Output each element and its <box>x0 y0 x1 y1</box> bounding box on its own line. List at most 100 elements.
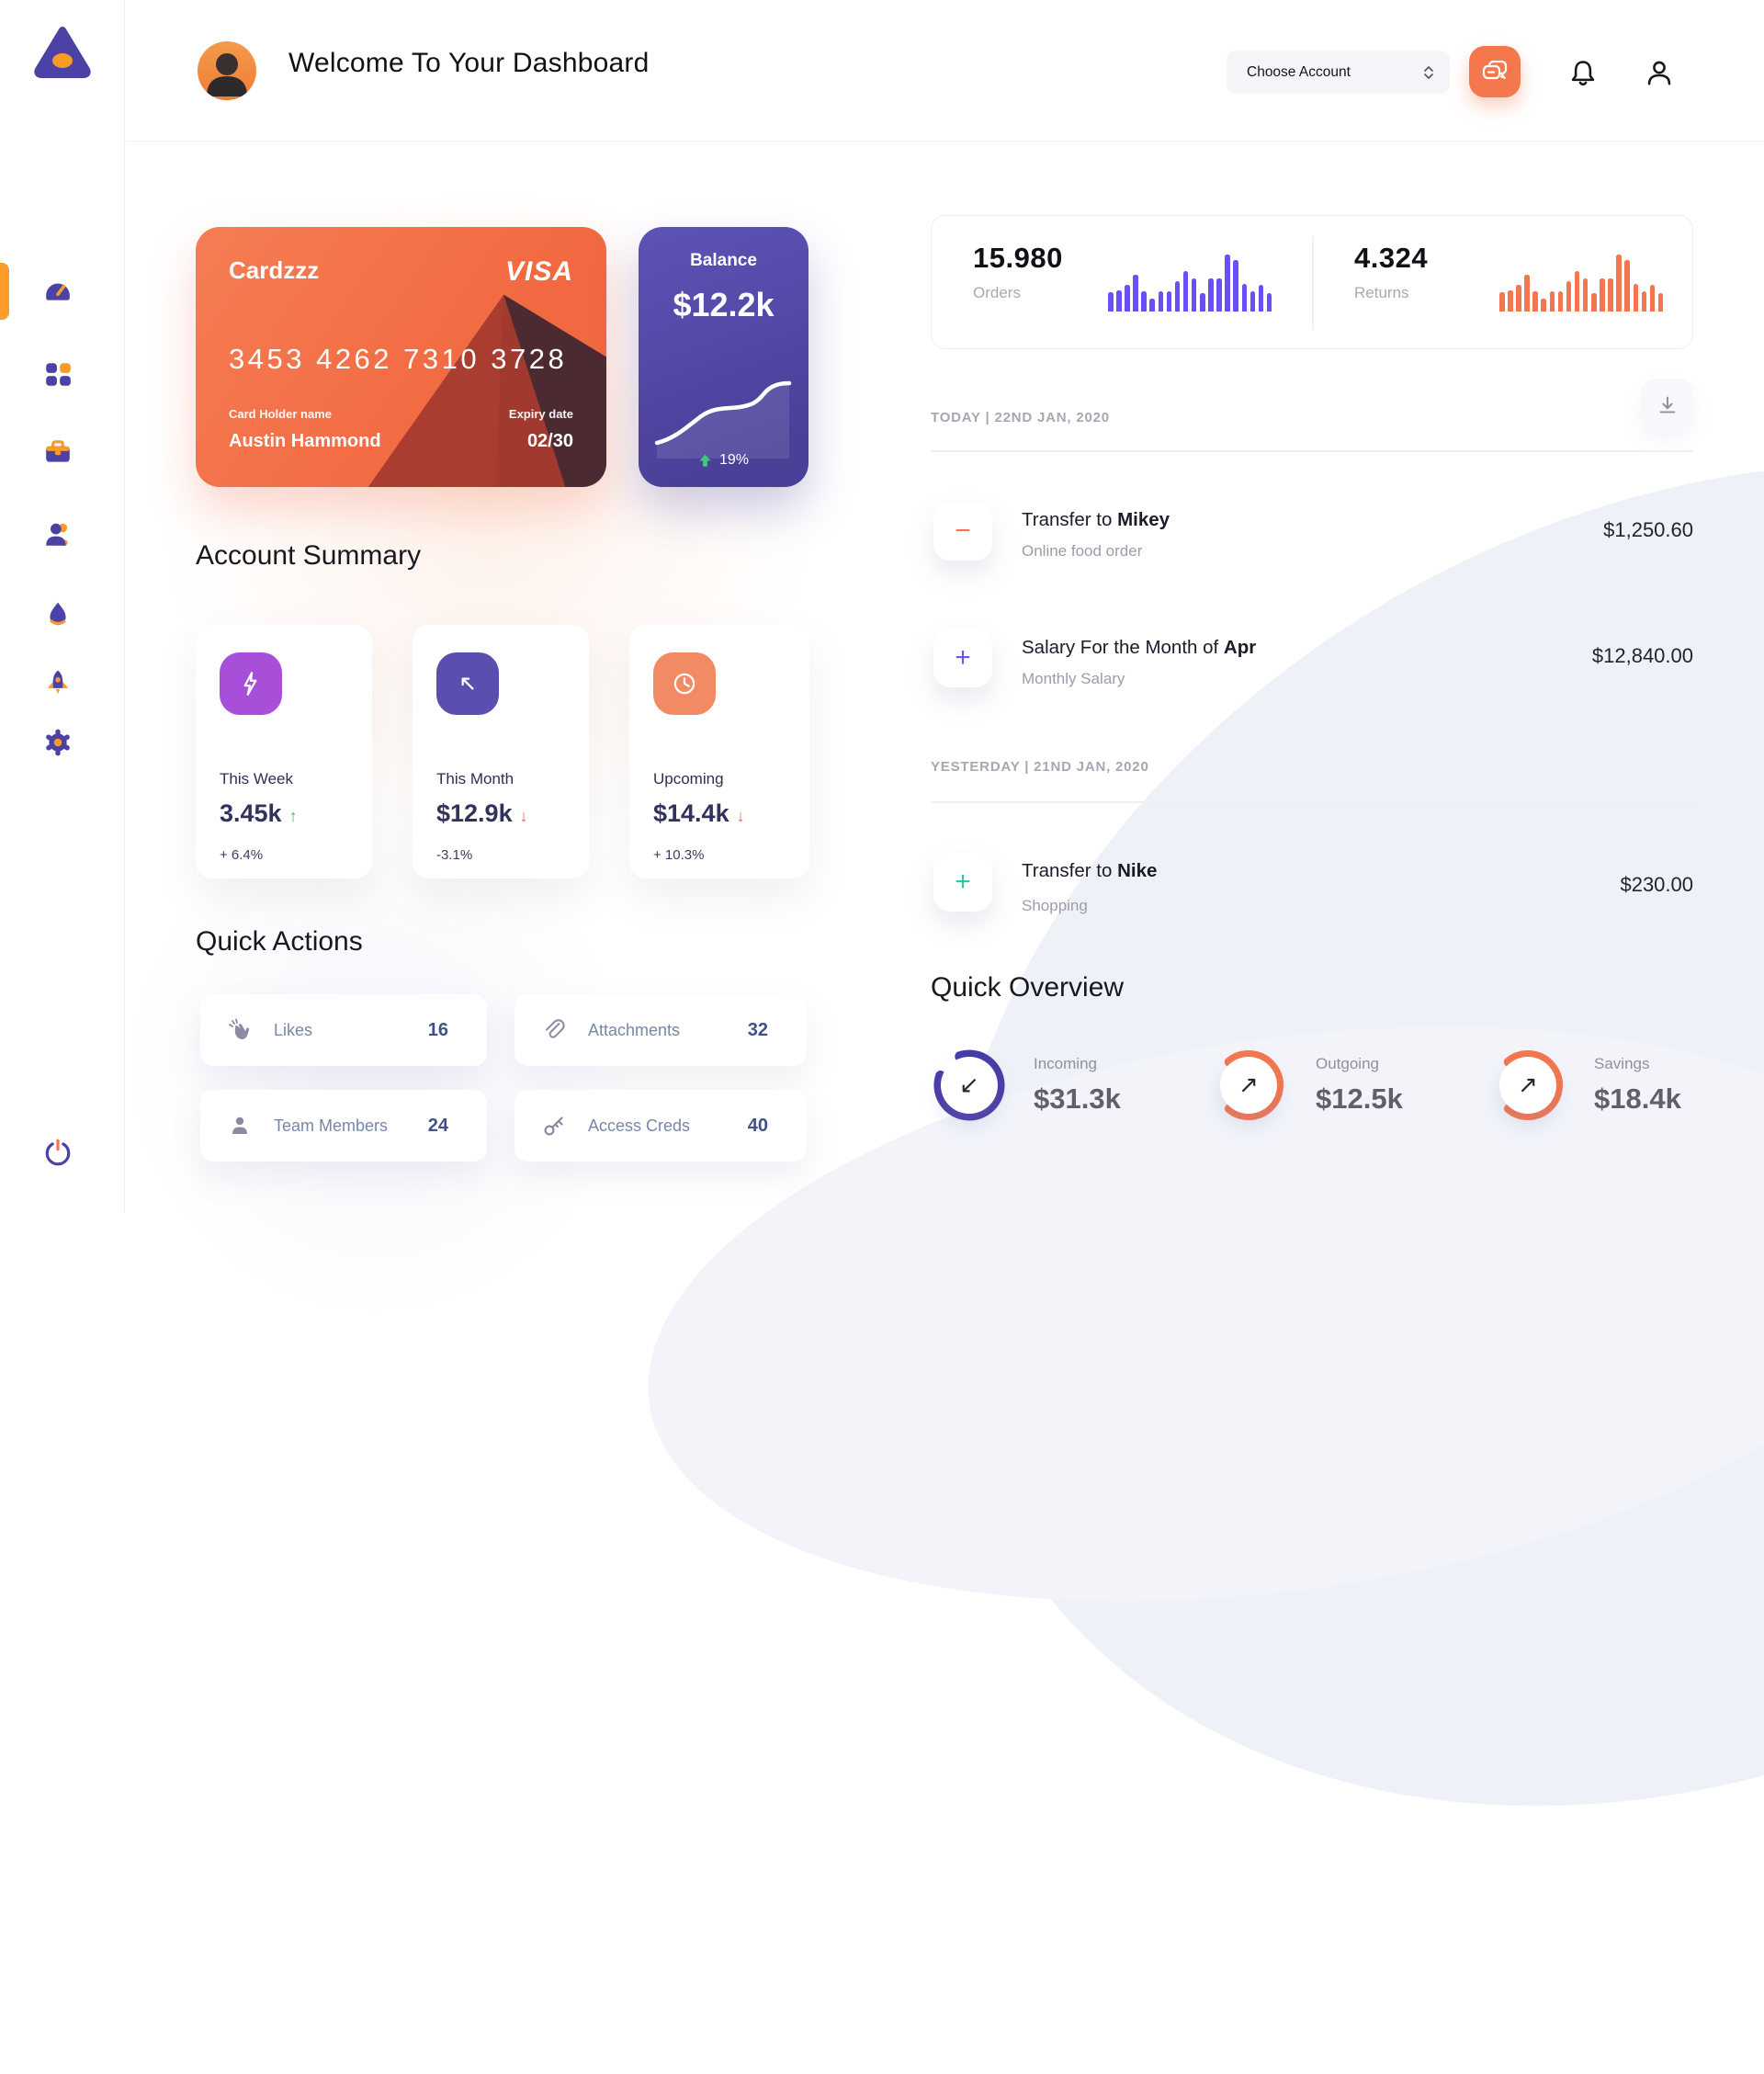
transaction-title[interactable]: Salary For the Month of Apr <box>1022 637 1257 658</box>
transactions-group-header-today: TODAY | 22ND JAN, 2020 <box>931 410 1110 425</box>
transaction-subtitle: Online food order <box>1022 542 1143 560</box>
arrow-up-right-icon: ↗ <box>1238 1071 1259 1099</box>
quick-action-count: 24 <box>427 1115 448 1136</box>
transaction-title[interactable]: Transfer to Nike <box>1022 860 1158 881</box>
card-number: 3453 4262 7310 3728 <box>229 343 568 375</box>
sidebar-item-work-icon[interactable] <box>43 437 73 467</box>
returns-value: 4.324 <box>1354 242 1429 274</box>
transaction-title[interactable]: Transfer to Mikey <box>1022 509 1170 530</box>
quick-action-label: Team Members <box>274 1116 389 1135</box>
quick-actions-title: Quick Actions <box>196 926 363 957</box>
orders-bar-chart <box>1108 253 1272 312</box>
summary-card-this-week: This Week 3.45k ↑ + 6.4% <box>196 625 372 878</box>
card-expiry-label: Expiry date <box>508 407 573 421</box>
summary-percent: + 10.3% <box>653 847 705 863</box>
app-logo <box>31 24 94 85</box>
member-icon <box>226 1113 254 1139</box>
choose-account-dropdown[interactable]: Choose Account <box>1227 51 1450 94</box>
quick-action-access-creds[interactable]: Access Creds 40 <box>514 1090 807 1162</box>
choose-account-label: Choose Account <box>1247 63 1351 80</box>
quick-action-label: Attachments <box>588 1020 681 1039</box>
credit-card: Cardzzz VISA 3453 4262 7310 3728 Card Ho… <box>196 227 606 487</box>
quick-action-team-members[interactable]: Team Members 24 <box>200 1090 487 1162</box>
card-holder-name: Austin Hammond <box>229 431 381 451</box>
transaction-subtitle: Monthly Salary <box>1022 670 1125 687</box>
chevron-up-down-icon <box>1424 65 1433 79</box>
quick-overview-title: Quick Overview <box>931 972 1125 1003</box>
outgoing-ring-chart: ↗ <box>1210 1047 1287 1124</box>
overview-label: Incoming <box>1034 1055 1097 1072</box>
balance-card: Balance $12.2k 19% <box>639 227 808 487</box>
orders-label: Orders <box>973 284 1021 301</box>
transaction-icon-plus-green[interactable]: + <box>933 853 992 912</box>
summary-label: Upcoming <box>653 770 724 788</box>
summary-percent: + 6.4% <box>220 847 264 863</box>
balance-line-chart <box>654 380 792 459</box>
summary-card-this-month: This Month $12.9k ↓ -3.1% <box>413 625 589 878</box>
paperclip-icon <box>540 1017 568 1043</box>
orders-returns-stats-card: 15.980 Orders 4.324 Returns <box>931 215 1693 349</box>
clock-icon <box>653 652 716 715</box>
key-icon <box>540 1113 568 1139</box>
summary-card-upcoming: Upcoming $14.4k ↓ + 10.3% <box>629 625 809 878</box>
lightning-icon <box>220 652 282 715</box>
trend-up-arrow: ↑ <box>288 807 298 825</box>
arrow-up-right-icon: ↗ <box>1518 1071 1538 1099</box>
up-arrow-icon <box>699 454 711 467</box>
quick-action-label: Likes <box>274 1020 313 1039</box>
quick-action-label: Access Creds <box>588 1116 691 1135</box>
logout-power-icon[interactable] <box>43 1138 73 1167</box>
visa-logo: VISA <box>504 256 573 287</box>
user-avatar[interactable] <box>198 41 256 100</box>
active-nav-indicator <box>0 263 9 320</box>
page-title: Welcome To Your Dashboard <box>288 48 650 78</box>
quick-action-count: 16 <box>427 1019 448 1040</box>
sidebar-item-team-icon[interactable] <box>43 520 73 550</box>
divider <box>931 450 1693 452</box>
overview-label: Outgoing <box>1316 1055 1379 1072</box>
orders-value: 15.980 <box>973 242 1063 274</box>
card-expiry-value: 02/30 <box>526 431 573 451</box>
transactions-group-header-yesterday: YESTERDAY | 21ND JAN, 2020 <box>931 759 1149 775</box>
quick-action-attachments[interactable]: Attachments 32 <box>514 994 807 1066</box>
account-summary-title: Account Summary <box>196 540 422 571</box>
balance-label: Balance <box>690 251 757 270</box>
arrow-down-left-icon: ↙ <box>959 1071 979 1099</box>
sidebar-item-settings-icon[interactable] <box>43 728 73 757</box>
transaction-icon-plus[interactable]: + <box>933 629 992 687</box>
notifications-bell-icon[interactable] <box>1567 57 1599 93</box>
messages-button[interactable] <box>1469 46 1521 97</box>
quick-action-likes[interactable]: Likes 16 <box>200 994 487 1066</box>
summary-value: 3.45k ↑ <box>220 799 298 827</box>
savings-ring-chart: ↗ <box>1489 1047 1566 1124</box>
transaction-amount: $1,250.60 <box>1603 518 1693 541</box>
sidebar-item-launch-icon[interactable] <box>43 668 73 697</box>
diagonal-arrow-icon <box>436 652 499 715</box>
trend-down-arrow: ↓ <box>736 807 745 825</box>
overview-value: $18.4k <box>1594 1082 1681 1115</box>
incoming-ring-chart: ↙ <box>931 1047 1008 1124</box>
profile-icon[interactable] <box>1644 57 1675 93</box>
summary-label: This Month <box>436 770 514 788</box>
returns-bar-chart <box>1499 253 1664 312</box>
summary-label: This Week <box>220 770 293 788</box>
sidebar-item-trending-icon[interactable] <box>43 600 73 629</box>
transaction-subtitle: Shopping <box>1022 897 1088 914</box>
card-name: Cardzzz <box>229 256 320 284</box>
card-holder-label: Card Holder name <box>229 407 332 421</box>
summary-percent: -3.1% <box>436 847 473 863</box>
sidebar-item-apps-icon[interactable] <box>43 359 73 389</box>
summary-value: $12.9k ↓ <box>436 799 528 827</box>
balance-value: $12.2k <box>673 286 775 323</box>
quick-action-count: 40 <box>747 1115 768 1136</box>
sidebar <box>0 0 125 1213</box>
divider <box>931 801 1693 803</box>
chat-icon <box>1482 60 1508 80</box>
download-button[interactable] <box>1641 379 1693 431</box>
transaction-icon-minus[interactable]: − <box>933 502 992 561</box>
sidebar-item-dashboard-icon[interactable] <box>43 276 73 305</box>
overview-value: $31.3k <box>1034 1082 1121 1115</box>
summary-value: $14.4k ↓ <box>653 799 745 827</box>
quick-action-count: 32 <box>747 1019 768 1040</box>
trend-down-arrow: ↓ <box>519 807 528 825</box>
